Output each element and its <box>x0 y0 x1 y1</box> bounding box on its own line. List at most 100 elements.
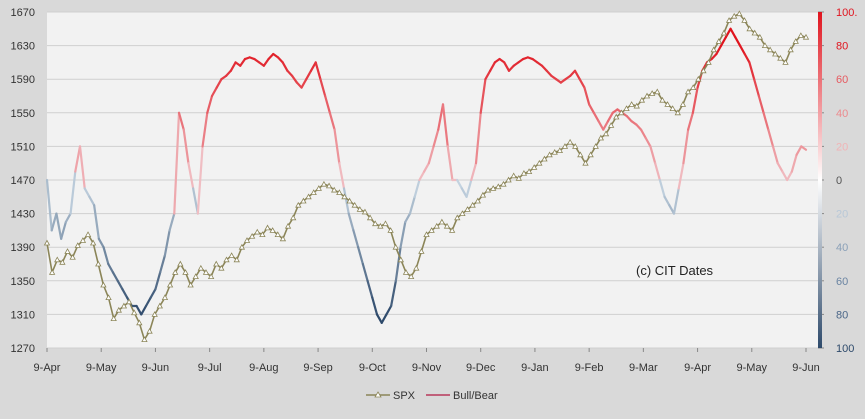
spx-point <box>756 33 764 40</box>
bull-bear-segment <box>314 61 322 81</box>
bull-bear-segment <box>691 86 699 114</box>
x-tick-label: 9-Jan <box>521 362 549 374</box>
spx-point <box>156 302 164 309</box>
spx-point <box>54 256 61 263</box>
bull-bear-segment <box>55 212 63 240</box>
spx-point <box>136 319 143 326</box>
bull-bear-segment <box>286 69 294 77</box>
spx-point <box>761 42 769 48</box>
y-left-tick-label: 1270 <box>11 343 35 355</box>
bull-bear-segment <box>408 195 416 215</box>
spx-point <box>356 206 364 212</box>
y-left-tick-label: 1670 <box>11 7 35 19</box>
bull-bear-segment <box>432 128 440 148</box>
spx-point <box>387 227 394 233</box>
bull-bear-segment <box>168 212 176 232</box>
y-left-axis-labels: 1270 1310 1350 1390 1430 1470 1510 1550 1590 1630… <box>11 7 35 355</box>
bull-bear-segment <box>239 57 247 67</box>
y-left-tick-label: 1470 <box>11 175 35 187</box>
bull-bear-segment <box>654 162 661 182</box>
spx-point <box>746 25 753 32</box>
spx-point <box>495 183 502 190</box>
bull-bear-segment <box>639 128 647 140</box>
bull-bear-segment <box>479 78 487 114</box>
spx-point <box>146 327 153 334</box>
bull-bear-segment <box>163 229 171 257</box>
spx-point <box>561 143 569 149</box>
spx-point <box>448 227 456 233</box>
bull-bear-segment <box>753 78 760 98</box>
bull-bear-segment <box>338 162 346 190</box>
spx-point <box>792 38 799 44</box>
spx-point <box>725 17 733 23</box>
y-left-tick-label: 1350 <box>11 276 35 288</box>
spx-point <box>228 252 235 258</box>
bull-bear-segment <box>625 115 633 123</box>
y-right-tick-label: 20 <box>836 209 848 221</box>
y-right-tick-label: 40 <box>836 242 848 254</box>
spx-point <box>218 264 225 271</box>
bull-bear-segment <box>771 145 779 165</box>
bull-bear-segment <box>465 178 473 198</box>
spx-point <box>125 298 133 305</box>
spx-point <box>95 260 102 267</box>
bull-bear-segment <box>225 69 232 77</box>
bull-bear-segment <box>682 128 690 165</box>
spx-point <box>731 12 738 19</box>
bull-bear-segment <box>446 145 454 182</box>
bull-bear-segment <box>687 111 694 131</box>
y-right-tick-label: 20 <box>836 141 848 153</box>
spx-point <box>484 186 492 193</box>
bull-bear-segment <box>229 61 237 72</box>
y-right-tick-label: 0 <box>836 175 842 187</box>
spx-point <box>741 17 748 23</box>
spx-point <box>648 90 656 96</box>
x-tick-label: 9-Jun <box>792 362 820 374</box>
bull-bear-segment <box>60 220 67 240</box>
y-right-tick-label: 60 <box>836 74 848 86</box>
y-left-tick-label: 1510 <box>11 141 35 153</box>
spx-point <box>361 208 369 215</box>
y-right-tick-label: 80 <box>836 309 848 321</box>
right-axis-color-bar <box>818 12 822 348</box>
spx-point <box>705 59 712 65</box>
bull-bear-segment <box>97 237 105 249</box>
spx-point <box>397 256 405 263</box>
spx-point <box>618 109 625 116</box>
spx-point <box>720 29 728 36</box>
spx-point <box>505 176 512 183</box>
bull-bear-segment <box>371 296 379 316</box>
spx-point <box>700 67 707 74</box>
bull-bear-segment <box>45 178 53 232</box>
spx-point <box>536 159 543 166</box>
y-right-tick-label: 100. <box>836 7 857 19</box>
spx-point <box>79 237 87 243</box>
bull-bear-segment <box>503 61 511 72</box>
spx-point <box>274 231 281 237</box>
x-tick-label: 9-Sep <box>303 362 332 374</box>
spx-point <box>454 214 461 221</box>
bull-bear-segment <box>715 44 723 56</box>
spx-point <box>541 155 548 162</box>
bull-bear-segment <box>663 195 671 207</box>
x-tick-label: 9-Mar <box>629 362 658 374</box>
spx-point <box>59 258 66 265</box>
spx-point <box>182 269 189 275</box>
x-tick-label: 9-May <box>737 362 768 374</box>
bull-bear-segment <box>776 162 784 173</box>
spx-point <box>489 185 497 191</box>
x-tick-label: 9-Apr <box>684 362 711 374</box>
bull-bear-segment <box>74 145 82 173</box>
bull-bear-segment <box>215 78 223 89</box>
spx-point <box>315 185 322 191</box>
spx-point <box>336 189 343 195</box>
spx-point <box>331 186 338 193</box>
bull-bear-segment <box>305 69 313 81</box>
spx-point <box>674 109 681 116</box>
spx-point <box>654 88 661 95</box>
spx-point <box>341 193 348 200</box>
spx-point <box>366 214 374 221</box>
bull-bear-segment <box>342 187 350 215</box>
y-right-tick-label: 80 <box>836 41 848 53</box>
